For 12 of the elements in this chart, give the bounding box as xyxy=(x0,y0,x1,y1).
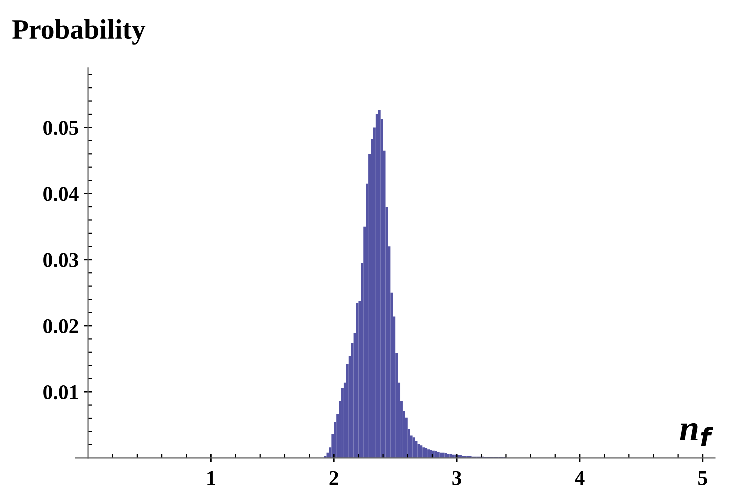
y-tick-label: 0.01 xyxy=(44,385,78,400)
x-tick-label: 3 xyxy=(452,471,462,486)
y-axis-title: Probability xyxy=(12,20,146,45)
x-tick-label: 1 xyxy=(208,471,216,486)
x-axis-title: n$_{f}$ xyxy=(680,423,714,446)
x-tick-label: 2 xyxy=(330,471,338,486)
y-tick-label: 0.02 xyxy=(44,319,78,334)
y-tick-label: 0.04 xyxy=(44,187,79,202)
x-tick-label: 5 xyxy=(698,471,708,486)
y-tick-label: 0.05 xyxy=(44,121,78,136)
x-tick-label: 4 xyxy=(575,471,585,486)
y-tick-label: 0.03 xyxy=(44,253,79,268)
